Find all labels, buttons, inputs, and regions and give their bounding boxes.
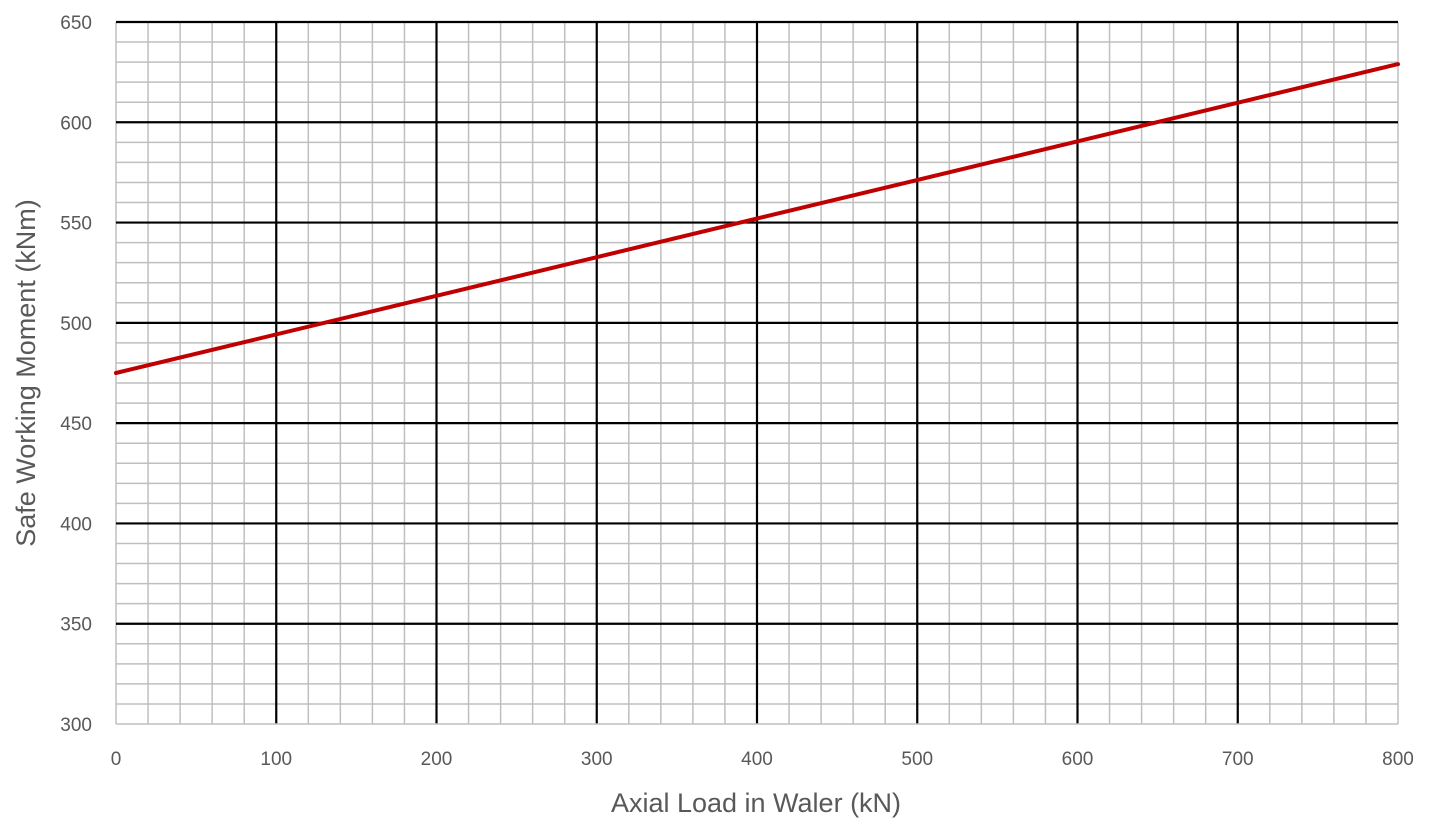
series-layer	[114, 62, 1400, 375]
y-tick-label: 300	[60, 715, 92, 736]
y-tick-label: 600	[60, 113, 92, 134]
x-tick-label: 100	[260, 749, 292, 770]
y-tick-label: 450	[60, 414, 92, 435]
y-tick-label: 400	[60, 514, 92, 535]
y-tick-label: 550	[60, 214, 92, 235]
y-tick-labels: 300 350 400 450 500 550 600 650	[60, 13, 92, 736]
y-tick-label: 500	[60, 314, 92, 335]
x-tick-labels: 0 100 200 300 400 500 600 700 800	[111, 749, 1414, 770]
y-tick-label: 650	[60, 13, 92, 34]
x-tick-label: 0	[111, 749, 122, 770]
x-tick-label: 800	[1382, 749, 1414, 770]
x-tick-label: 300	[581, 749, 613, 770]
y-tick-label: 350	[60, 615, 92, 636]
x-axis-title: Axial Load in Waler (kN)	[611, 788, 901, 818]
x-tick-label: 700	[1222, 749, 1254, 770]
y-axis-title: Safe Working Moment (kNm)	[11, 199, 41, 547]
x-tick-label: 400	[741, 749, 773, 770]
series-line-0	[114, 62, 1400, 375]
major-gridlines	[115, 20, 1399, 725]
x-tick-label: 500	[901, 749, 933, 770]
x-tick-label: 200	[421, 749, 453, 770]
x-tick-label: 600	[1062, 749, 1094, 770]
